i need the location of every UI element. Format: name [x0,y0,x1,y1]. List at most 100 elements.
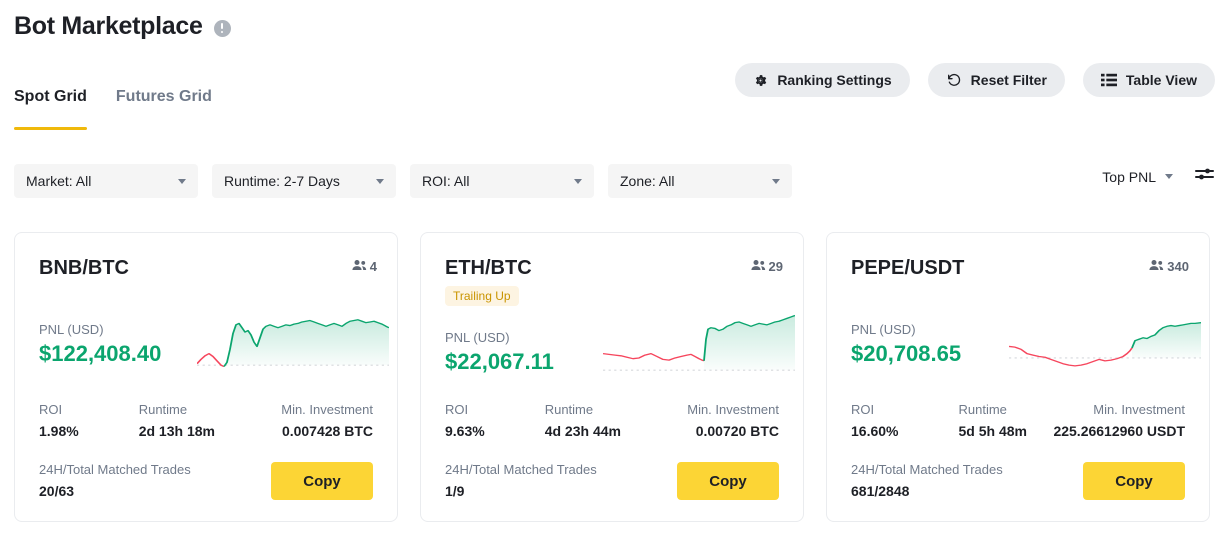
min-investment-value: 0.007428 BTC [281,423,373,439]
min-investment-label: Min. Investment [687,402,779,417]
page-title: Bot Marketplace [14,12,203,40]
stat-min-investment: Min. Investment 225.26612960 USDT [1053,401,1185,441]
stat-runtime: Runtime 2d 13h 18m [79,401,282,441]
copiers-value: 29 [768,259,783,274]
tab-spot-grid[interactable]: Spot Grid [14,84,87,130]
ranking-settings-label: Ranking Settings [777,72,892,88]
stat-runtime: Runtime 5d 5h 48m [898,401,1053,441]
trades-label: 24H/Total Matched Trades [39,462,191,477]
min-investment-value: 225.26612960 USDT [1053,423,1185,439]
runtime-value: 4d 23h 44m [544,423,621,439]
min-investment-value: 0.00720 BTC [695,423,779,439]
card-footer: 24H/Total Matched Trades 681/2848 Copy [851,461,1185,501]
pnl-label: PNL (USD) [445,330,510,345]
roi-value: 16.60% [851,423,899,439]
pnl-value: $122,408.40 [39,341,162,366]
tab-futures-grid[interactable]: Futures Grid [115,88,212,105]
chevron-down-icon [772,178,780,184]
pnl-sparkline [197,319,389,368]
sliders-icon[interactable] [1195,166,1215,187]
copiers-value: 4 [369,259,377,274]
roi-value: 9.63% [445,423,485,439]
chevron-down-icon [1165,174,1173,179]
pnl-value: $22,067.11 [445,349,554,374]
min-investment-label: Min. Investment [1093,402,1185,417]
bot-card[interactable]: BNB/BTC 4 PNL (USD) $122,408.40 [14,232,398,522]
filter-runtime[interactable]: Runtime: 2-7 Days [212,164,396,198]
reset-filter-button[interactable]: Reset Filter [927,63,1065,97]
filter-roi-label: ROI: All [422,173,470,189]
filter-zone-label: Zone: All [620,173,675,189]
trades-label: 24H/Total Matched Trades [445,462,597,477]
table-view-label: Table View [1125,72,1197,88]
filter-market[interactable]: Market: All [14,164,198,198]
pnl-label: PNL (USD) [851,322,916,337]
copy-button[interactable]: Copy [1083,462,1185,500]
pnl-block: PNL (USD) $20,708.65 [851,321,961,369]
card-stats: ROI 16.60% Runtime 5d 5h 48m Min. Invest… [851,401,1185,441]
people-icon [352,259,367,274]
roi-label: ROI [445,402,469,417]
copy-button[interactable]: Copy [271,462,373,500]
bot-card[interactable]: PEPE/USDT 340 PNL (USD) $20,708.65 [826,232,1210,522]
chevron-down-icon [178,178,186,184]
people-icon [750,259,766,274]
trading-pair: PEPE/USDT [851,257,965,279]
copiers-value: 340 [1167,259,1189,274]
trades-label: 24H/Total Matched Trades [851,462,1003,477]
reset-icon [946,72,962,88]
filter-roi[interactable]: ROI: All [410,164,594,198]
stat-roi: ROI 1.98% [39,401,79,441]
copiers-count: 29 [750,259,783,274]
tab-bar: Spot Grid Futures Grid [14,84,212,130]
pnl-block: PNL (USD) $22,067.11 [445,329,554,377]
sort-selector[interactable]: Top PNL [1102,169,1173,185]
stat-roi: ROI 16.60% [851,401,898,441]
card-footer: 24H/Total Matched Trades 20/63 Copy [39,461,373,501]
sort-label: Top PNL [1102,168,1156,185]
card-footer: 24H/Total Matched Trades 1/9 Copy [445,461,779,501]
runtime-label: Runtime [544,402,594,417]
pnl-label: PNL (USD) [39,322,104,337]
card-header: BNB/BTC 4 [39,255,377,281]
runtime-label: Runtime [138,402,188,417]
copiers-count: 4 [352,259,377,274]
card-stats: ROI 9.63% Runtime 4d 23h 44m Min. Invest… [445,401,779,441]
bot-card-list: BNB/BTC 4 PNL (USD) $122,408.40 [14,232,1210,522]
list-icon [1100,73,1117,87]
page-header: Bot Marketplace [14,10,231,42]
bot-card[interactable]: ETH/BTC 29 Trailing Up PNL (USD) $22,067… [420,232,804,522]
ranking-settings-button[interactable]: Ranking Settings [735,63,910,97]
people-icon [1149,259,1164,274]
trading-pair: BNB/BTC [39,257,129,279]
runtime-value: 2d 13h 18m [138,423,215,439]
stat-roi: ROI 9.63% [445,401,485,441]
pnl-value: $20,708.65 [851,341,962,366]
sort-bar: Top PNL [1102,166,1215,187]
roi-label: ROI [39,402,63,417]
stat-runtime: Runtime 4d 23h 44m [485,401,688,441]
pnl-sparkline [1009,322,1201,367]
trades-value: 681/2848 [851,483,910,499]
card-header: PEPE/USDT 340 [851,255,1189,281]
copy-button[interactable]: Copy [677,462,779,500]
filter-zone[interactable]: Zone: All [608,164,792,198]
min-investment-label: Min. Investment [281,402,373,417]
trades-value: 20/63 [39,483,75,499]
trades-value: 1/9 [445,483,465,499]
chevron-down-icon [574,178,582,184]
table-view-button[interactable]: Table View [1082,63,1215,97]
copiers-count: 340 [1149,259,1189,274]
matched-trades: 24H/Total Matched Trades 20/63 [39,461,191,501]
filter-runtime-label: Runtime: 2-7 Days [224,173,340,189]
filter-market-label: Market: All [26,173,92,189]
matched-trades: 24H/Total Matched Trades 1/9 [445,461,597,501]
roi-label: ROI [851,402,875,417]
pnl-sparkline [603,314,795,371]
roi-value: 1.98% [39,423,79,439]
info-icon[interactable] [213,19,231,37]
card-header: ETH/BTC 29 [445,255,783,281]
chevron-down-icon [376,178,384,184]
status-badge: Trailing Up [445,286,519,306]
